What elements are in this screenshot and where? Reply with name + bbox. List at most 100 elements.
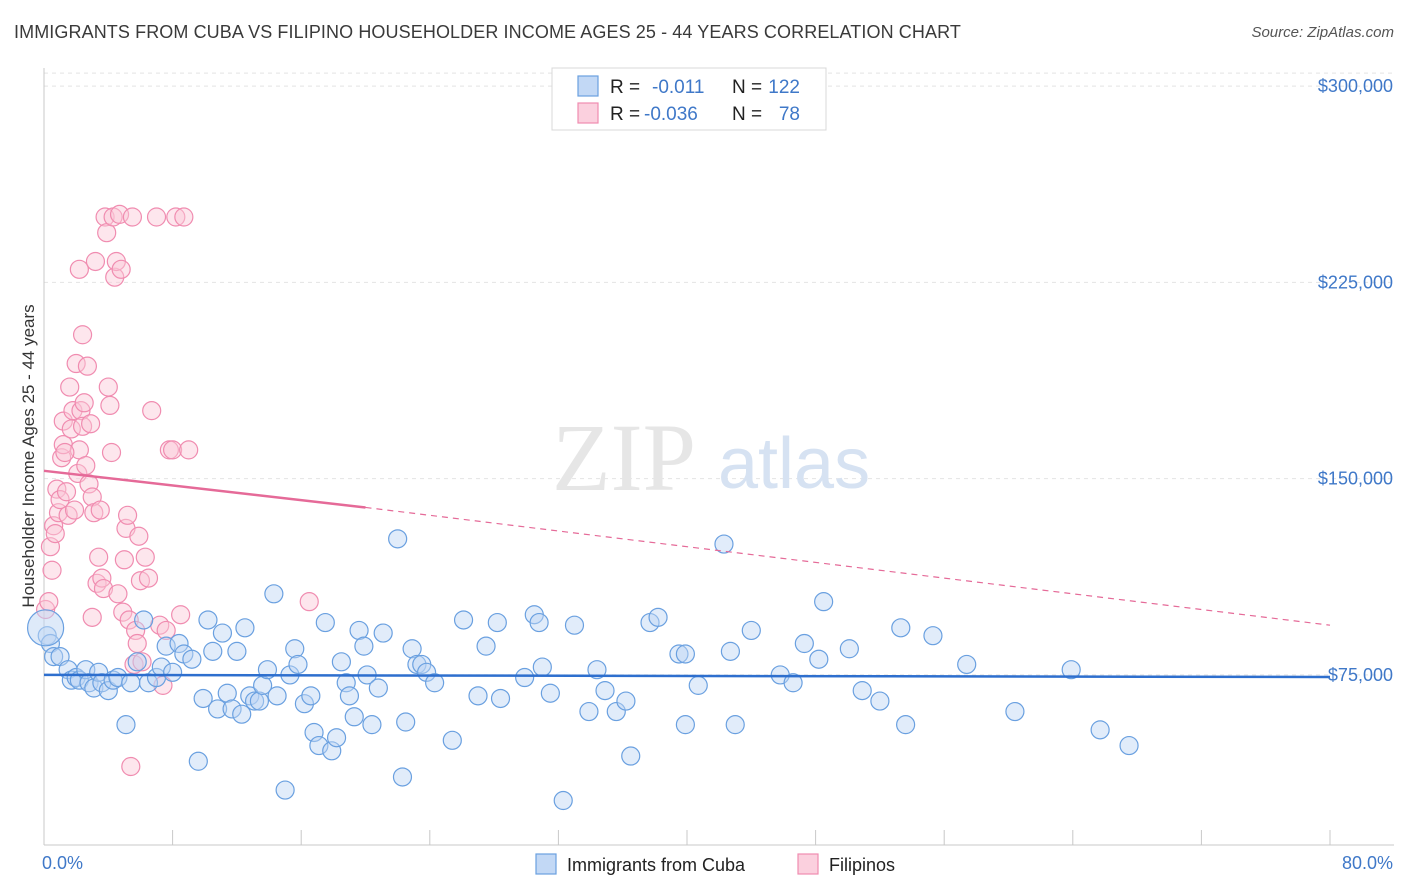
point-cuba [354, 636, 374, 656]
point-cuba [344, 707, 364, 727]
point-filipino [98, 377, 118, 397]
point-cuba [188, 751, 208, 771]
point-filipino [132, 652, 152, 672]
point-filipino [85, 251, 106, 272]
point-filipino [163, 440, 183, 460]
point-cuba [264, 584, 284, 604]
legend-n-value-cuba: 122 [768, 77, 800, 98]
point-filipino [117, 505, 138, 525]
point-cuba [741, 620, 761, 641]
point-cuba [244, 691, 265, 711]
point-cuba [66, 667, 86, 688]
point-filipino [114, 550, 134, 570]
point-cuba [198, 610, 218, 630]
trend-line-cuba [43, 673, 1331, 679]
point-filipino [76, 455, 96, 476]
point-cuba [392, 767, 413, 787]
point-filipino [81, 414, 101, 434]
point-cuba [809, 649, 829, 669]
watermark-zip: ZIP [552, 404, 696, 511]
point-cuba [490, 688, 511, 709]
point-cuba [98, 681, 118, 701]
series-filipinos [36, 204, 319, 777]
point-cuba [396, 712, 416, 732]
point-cuba [373, 623, 393, 643]
point-cuba [553, 790, 573, 811]
point-cuba [44, 646, 64, 667]
point-cuba-large [27, 609, 65, 647]
point-cuba [182, 649, 202, 669]
point-cuba [127, 652, 147, 672]
point-filipino [53, 411, 73, 431]
legend-swatch-filipino [577, 102, 599, 124]
point-filipino [69, 259, 89, 279]
point-cuba [720, 641, 741, 661]
bottom-legend-label-filipino: Filipinos [829, 855, 895, 875]
point-cuba [529, 612, 549, 633]
point-cuba [235, 618, 255, 638]
point-cuba [108, 667, 128, 688]
point-cuba [349, 620, 369, 641]
point-cuba [116, 715, 136, 735]
point-cuba [416, 662, 437, 682]
legend-swatch-cuba [577, 75, 599, 97]
point-cuba [212, 623, 233, 643]
point-cuba [714, 534, 734, 554]
point-cuba [121, 673, 141, 693]
point-cuba [688, 675, 708, 695]
bottom-legend-label-cuba: Immigrants from Cuba [567, 855, 746, 875]
y-tick-labels: $75,000 $150,000 $225,000 $300,000 [1318, 76, 1393, 685]
point-filipino [77, 356, 98, 376]
point-cuba [476, 636, 496, 656]
point-filipino [72, 325, 93, 345]
point-cuba [326, 728, 347, 748]
gridlines [44, 72, 1394, 676]
point-filipino [101, 442, 122, 463]
point-cuba [487, 612, 507, 633]
point-filipino [108, 584, 128, 604]
point-cuba [339, 686, 360, 706]
legend-n-value-filipino: 78 [779, 104, 800, 125]
point-cuba [362, 715, 382, 735]
point-cuba [309, 735, 329, 756]
point-cuba [217, 683, 237, 703]
point-filipino [105, 267, 125, 287]
point-cuba [315, 612, 335, 633]
legend-n-label-cuba: N = [732, 77, 762, 98]
point-cuba [163, 662, 183, 682]
trend-line-filipino [43, 469, 366, 509]
y-tick-label: $150,000 [1318, 469, 1393, 489]
point-cuba [294, 694, 315, 714]
point-cuba [193, 688, 213, 709]
point-cuba [453, 610, 474, 630]
point-cuba [669, 644, 689, 664]
point-cuba [249, 691, 270, 711]
point-cuba [839, 639, 859, 659]
point-cuba [564, 615, 585, 635]
point-filipino [135, 547, 155, 567]
point-cuba [169, 633, 189, 654]
trend-lines [43, 469, 1331, 679]
point-cuba [515, 667, 535, 688]
point-filipino [119, 610, 139, 630]
point-cuba [288, 654, 308, 675]
point-cuba [896, 715, 916, 735]
point-filipino [121, 756, 141, 777]
point-cuba [1061, 660, 1081, 680]
point-cuba [595, 681, 615, 701]
point-filipino [93, 578, 114, 599]
point-filipino [166, 207, 186, 227]
point-cuba [1119, 735, 1139, 756]
point-cuba [675, 715, 695, 735]
point-filipino [95, 207, 115, 227]
point-cuba [208, 699, 228, 719]
point-filipino [56, 482, 77, 502]
point-filipino [74, 393, 94, 413]
point-cuba [794, 633, 814, 654]
point-cuba [227, 641, 247, 661]
x-tick-left: 0.0% [42, 853, 83, 873]
point-filipino [100, 395, 120, 415]
axes [43, 68, 1394, 846]
watermark-atlas: atlas [718, 424, 870, 504]
point-filipino [45, 524, 65, 544]
